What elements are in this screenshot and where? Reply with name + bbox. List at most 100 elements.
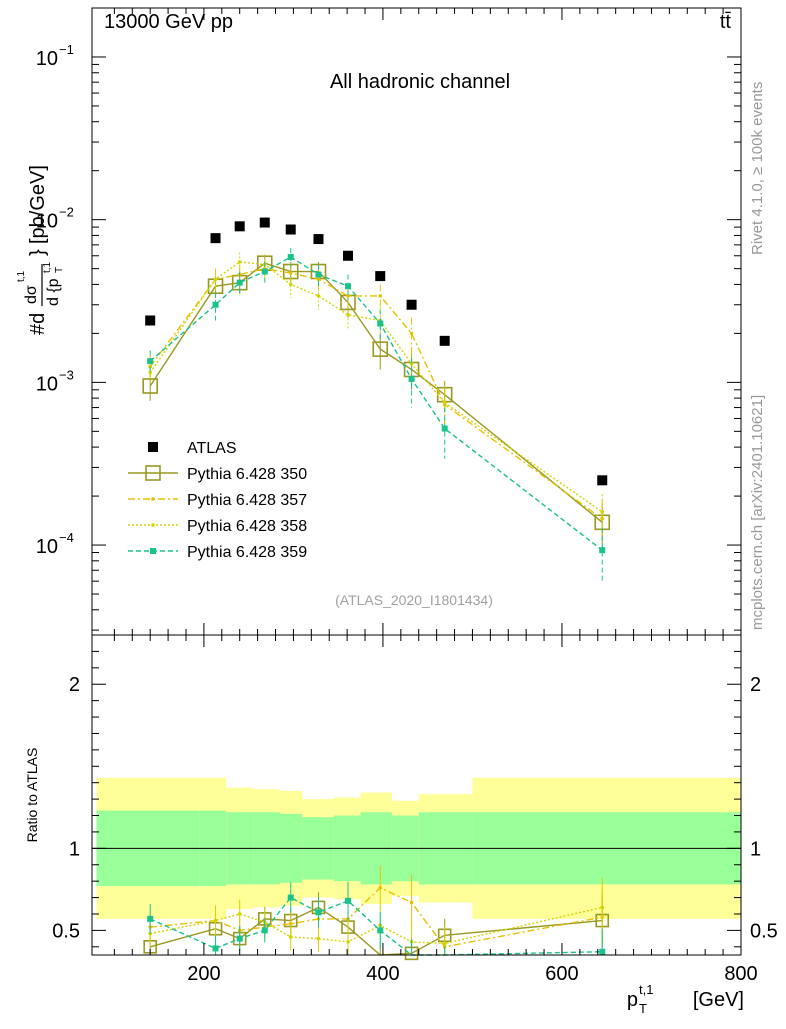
ratio-ylabel: Ratio to ATLAS — [24, 748, 40, 843]
data-point-atlas — [145, 315, 156, 326]
data-point-small-square — [147, 915, 154, 922]
legend-label: Pythia 6.428 350 — [187, 466, 307, 483]
data-point-atlas — [597, 475, 608, 486]
data-point-open-square — [372, 341, 389, 357]
y-tick-label-exponent: −3 — [59, 367, 74, 382]
rivet-version-label: Rivet 4.1.0, ≥ 100k events — [749, 82, 766, 255]
data-point-small-square — [315, 909, 322, 916]
data-point-open-square — [145, 465, 161, 481]
data-point-dot — [213, 277, 218, 282]
x-axis-label: p T t,1 [GeV] — [627, 982, 744, 1016]
y-tick-label-base: 10 — [36, 48, 58, 70]
ratio-uncertainty-bands — [92, 777, 741, 919]
data-point-small-square — [377, 320, 384, 327]
data-point-atlas — [234, 221, 245, 232]
data-point-dot — [409, 362, 414, 366]
data-point-dot — [148, 370, 152, 375]
data-point-dot — [442, 941, 447, 946]
legend-label: ATLAS — [187, 440, 237, 457]
main-ylabel-numerator-sup: t,1 — [16, 270, 27, 282]
ratio-tick-label-right: 2 — [750, 674, 761, 696]
series-line — [149, 261, 603, 513]
analysis-tag: (ATLAS_2020_I1801434) — [335, 592, 493, 608]
y-tick-label-exponent: −2 — [59, 205, 74, 220]
series-main-0 — [145, 217, 608, 486]
data-point-small-square — [408, 375, 415, 382]
xlabel-unit: [GeV] — [693, 989, 744, 1011]
series-main-4 — [147, 247, 606, 584]
x-tick-label: 400 — [366, 963, 399, 985]
main-ylabel-denominator-sub: T — [54, 267, 65, 273]
ratio-tick-label-right: 0.5 — [750, 920, 778, 942]
data-point-dot — [442, 400, 447, 405]
x-tick-label: 200 — [187, 963, 220, 985]
header-process-label: tt̄ — [720, 11, 732, 33]
legend-entry: ATLAS — [148, 440, 237, 457]
data-point-small-square — [212, 301, 219, 308]
y-tick-label-base: 10 — [36, 211, 58, 233]
data-point-dot — [151, 523, 155, 527]
data-point-dot — [237, 912, 242, 916]
data-point-dot — [316, 277, 321, 282]
data-point-small-square — [599, 547, 606, 554]
ratio-frame — [91, 634, 742, 956]
y-tick-label-base: 10 — [36, 373, 58, 395]
data-point-atlas — [285, 224, 296, 235]
main-ylabel-unit: [pb/GeV] — [27, 165, 49, 244]
data-point-small-square — [212, 945, 219, 952]
data-point-dot — [213, 918, 218, 923]
data-point-dot — [288, 935, 293, 939]
ratio-line — [150, 906, 603, 945]
main-ylabel-denominator: d {p — [45, 278, 62, 306]
data-point-dot — [237, 260, 242, 264]
data-point-dot — [346, 940, 350, 944]
data-point-atlas — [313, 234, 324, 245]
ratio-tick-label-left: 1 — [69, 838, 80, 860]
data-point-small-square — [345, 283, 352, 290]
legend-entry: Pythia 6.428 350 — [128, 465, 307, 483]
data-point-small-square — [599, 948, 606, 955]
legend-label: Pythia 6.428 358 — [187, 518, 307, 535]
data-point-small-square — [147, 358, 154, 365]
mcplots-label: mcplots.cern.ch [arXiv:2401.10621] — [749, 395, 766, 630]
main-ylabel-denominator-sup: t,1 — [42, 261, 53, 273]
main-ylabel: #d dσ t,1 d {p T t,1 } [pb/GeV] — [16, 165, 65, 335]
data-point-small-square — [261, 927, 268, 934]
main-series-layer — [142, 217, 611, 584]
data-point-small-square — [287, 253, 294, 260]
data-point-atlas — [210, 233, 221, 244]
data-point-dot — [378, 885, 383, 890]
data-point-dot — [600, 510, 605, 514]
data-point-small-square — [261, 268, 268, 275]
y-tick-label-exponent: −1 — [59, 42, 74, 57]
data-point-dot — [409, 900, 414, 905]
data-point-dot — [378, 294, 383, 298]
data-point-atlas — [148, 442, 158, 452]
main-ylabel-prefix: #d — [27, 313, 49, 335]
plot-title: All hadronic channel — [330, 71, 510, 93]
legend-label: Pythia 6.428 359 — [187, 544, 307, 561]
legend: ATLAS Pythia 6.428 350 Pythia 6.428 357 Pyt… — [128, 440, 307, 561]
x-tick-label: 600 — [545, 963, 578, 985]
main-ylabel-numerator: dσ — [23, 285, 40, 304]
data-point-small-square — [150, 548, 156, 554]
header-energy-label: 13000 GeV pp — [104, 11, 233, 33]
xlabel-sub: T — [639, 1001, 647, 1016]
data-point-dot — [346, 313, 350, 317]
xlabel-sup: t,1 — [639, 982, 653, 997]
data-point-small-square — [236, 279, 243, 286]
data-point-small-square — [345, 897, 352, 904]
data-point-atlas — [343, 250, 354, 261]
legend-entry: Pythia 6.428 359 — [128, 544, 307, 561]
y-tick-label-exponent: −4 — [59, 530, 74, 545]
x-tick-label: 800 — [724, 963, 757, 985]
data-point-atlas — [439, 335, 450, 346]
data-point-small-square — [377, 927, 384, 934]
data-point-dot — [151, 497, 155, 501]
data-point-atlas — [375, 271, 386, 282]
xlabel-base: p — [627, 989, 638, 1011]
data-point-atlas — [259, 217, 270, 228]
